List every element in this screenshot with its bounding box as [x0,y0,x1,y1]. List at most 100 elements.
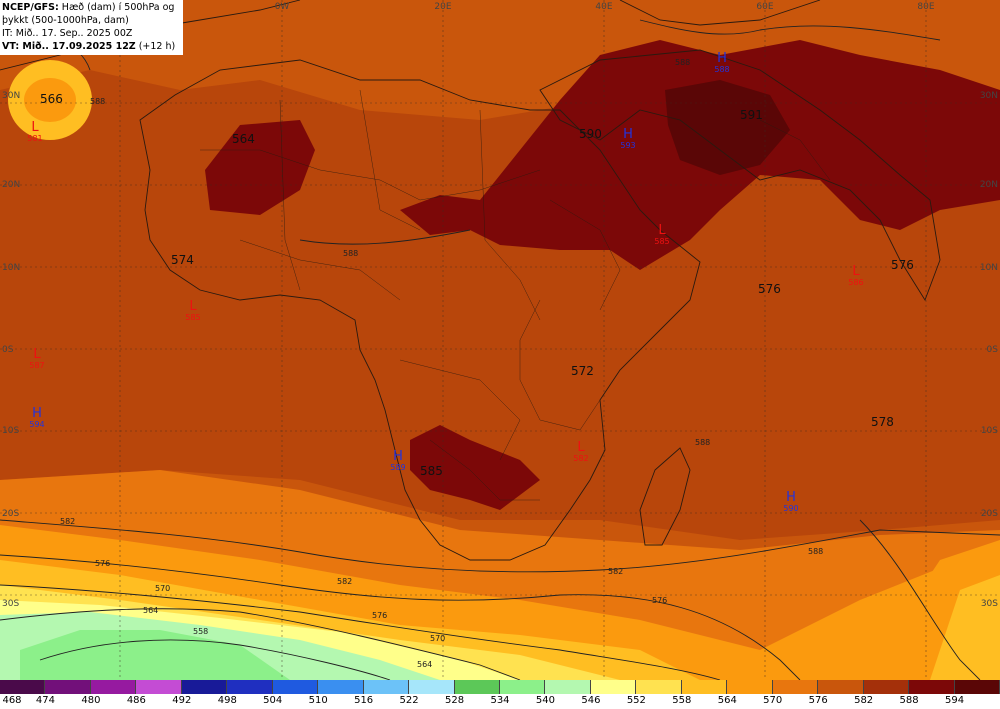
thickness-label: 578 [871,415,894,429]
contour-label: 576 [372,611,387,620]
lon-label-80e: 80E [917,2,934,12]
pressure-center-value: 587 [29,361,44,370]
lat-label-10s-r: 10S [981,426,998,436]
legend-swatch [727,680,773,694]
legend-value: 504 [263,695,283,706]
contour-label: 588 [343,249,358,258]
init-time: IT: Mið.. 17. Sep.. 2025 00Z [2,28,133,39]
legend-swatch [0,680,46,694]
legend-swatch [681,680,728,694]
product-field: Hæð (dam) í 500hPa og [58,2,175,13]
height-contours [0,19,1000,680]
lat-label-20s-r: 20S [981,509,998,519]
lat-label-30n: 30N [2,91,20,101]
legend-swatch [818,680,864,694]
pressure-center-value: 589 [390,463,405,472]
pressure-center-value: 585 [185,313,200,322]
lat-label-10n: 10N [2,263,20,273]
lat-label-30n-r: 30N [980,91,998,101]
high-pressure-marker: H [32,406,42,421]
legend-swatch [45,680,91,694]
thickness-label: 574 [171,253,194,267]
contour-label: 564 [143,606,158,615]
contour-label: 582 [337,577,352,586]
pressure-center-value: 590 [783,504,798,513]
thickness-labels: 566 564 574 590 591 576 576 572 578 585 [40,92,914,478]
cold-spot-566-ring [24,78,76,122]
contour-label: 588 [695,438,710,447]
lat-label-30s: 30S [2,599,19,609]
lat-label-10n-r: 10N [980,263,998,273]
legend-swatches [0,680,1000,694]
contour-label: 582 [60,517,75,526]
lon-label-40e: 40E [595,2,612,12]
contour-label: 582 [608,567,623,576]
legend-swatch [636,680,682,694]
thickness-map: 0W 20E 40E 60E 80E 30N 20N 10N 0S 10S 20… [0,0,1000,680]
legend-value: 588 [899,695,919,706]
pressure-center-value: 582 [573,454,588,463]
lat-label-10s: 10S [2,426,19,436]
legend-swatch [363,680,410,694]
valid-time-line: VT: Mið.. 17.09.2025 12Z (+12 h) [2,40,181,53]
legend-value: 576 [808,695,828,706]
pressure-centers: L581L585L587H588H589H590H593H594L585L582… [27,51,863,513]
pressure-center-value: 586 [848,278,863,287]
legend-value: 582 [854,695,874,706]
high-pressure-marker: H [786,490,796,505]
thickness-label: 566 [40,92,63,106]
band-588-southern-africa [410,425,540,510]
map-info-box: NCEP/GFS: Hæð (dam) í 500hPa og þykkt (5… [0,0,183,55]
legend-value: 498 [217,695,237,706]
contour-label: 588 [90,97,105,106]
legend-value: 474 [35,695,55,706]
lat-label-0s-r: 0S [987,345,999,355]
pressure-center-value: 581 [27,134,42,143]
legend-value: 522 [399,695,419,706]
pressure-center-value: 593 [620,141,635,150]
low-pressure-marker: L [33,347,41,362]
thickness-label: 585 [420,464,443,478]
legend-swatch [590,680,637,694]
legend-value: 480 [81,695,101,706]
contour-labels: 582 576 570 564 558 582 576 570 564 588 … [60,58,823,669]
legend-swatch [863,680,910,694]
legend-value: 468 [2,695,22,706]
legend-value: 510 [308,695,328,706]
thickness-label: 591 [740,108,763,122]
high-pressure-marker: H [717,51,727,66]
legend-value: 594 [944,695,965,706]
legend-swatch [954,680,1000,694]
country-borders [200,89,831,501]
legend-value: 558 [672,695,692,706]
pressure-center-value: 588 [714,65,729,74]
low-pressure-marker: L [577,440,585,455]
legend-value: 564 [717,695,737,706]
legend-labels: 468 474 480 486 492 498 504 510 516 522 528 534 540 5… [0,694,1000,709]
graticule [0,0,1000,680]
legend-swatch [90,680,137,694]
contour-label: 558 [193,627,208,636]
legend-value: 540 [535,695,555,706]
legend-value: 516 [354,695,374,706]
legend-swatch [545,680,591,694]
thickness-label: 576 [758,282,781,296]
legend-swatch [909,680,955,694]
legend-swatch [227,680,273,694]
legend-value: 534 [490,695,510,706]
contour-label: 576 [95,559,110,568]
color-legend: 468 474 480 486 492 498 504 510 516 522 528 534 540 5… [0,680,1000,709]
legend-swatch [272,680,319,694]
band-right-564 [930,575,1000,680]
lon-labels: 0W 20E 40E 60E 80E [275,2,935,12]
legend-swatch [136,680,182,694]
lat-label-0s: 0S [2,345,14,355]
lat-label-20s: 20S [2,509,19,519]
legend-value: 486 [126,695,146,706]
contour-label: 576 [652,596,667,605]
lon-label-60e: 60E [756,2,773,12]
contour-label: 588 [675,58,690,67]
legend-swatch [454,680,500,694]
thickness-label: 572 [571,364,594,378]
